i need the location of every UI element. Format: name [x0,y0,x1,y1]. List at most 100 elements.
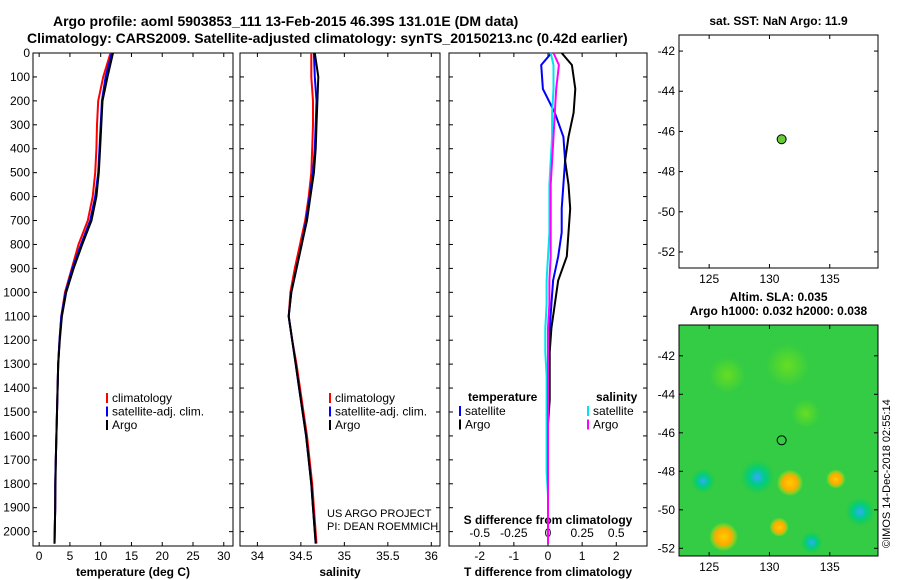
x-tick-label: 35.5 [376,549,400,563]
x2-tick-label: 0.25 [570,526,594,540]
y-tick-label: 200 [10,94,30,108]
y-tick-label: 1700 [3,453,30,467]
sla-anomaly-high [776,469,804,497]
legend-label: Argo [593,418,619,432]
y-tick-label: -48 [658,464,676,478]
sla-anomaly-high [769,517,789,537]
x2-tick-label: 0.5 [608,526,625,540]
sla-anomaly-low [691,468,716,493]
x-tick-label: 0 [36,549,43,563]
y-tick-label: 1200 [3,333,30,347]
legend-label: Argo [465,418,491,432]
y-tick-label: 900 [10,261,30,275]
y-tick-label: 1500 [3,405,30,419]
sla-anomaly-high [709,522,739,552]
x-tick-label: 36 [425,549,439,563]
y-tick-label: 400 [10,142,30,156]
map-frame [678,34,879,269]
x-tick-label: 2 [613,549,620,563]
x-tick-label: 30 [217,549,231,563]
title-line-2: Climatology: CARS2009. Satellite-adjuste… [27,30,628,46]
temperature-panel: 0100200300400500600700800900100011001200… [3,46,234,579]
x-tick-label: 130 [759,272,779,286]
x-axis-label: T difference from climatology [464,565,632,579]
y-tick-label: -44 [658,387,676,401]
salinity-panel: 34 34.5 35 35.5 36 salinity climatologysatelli… [239,52,441,579]
y-tick-label: -52 [658,541,676,555]
credit-line-2: PI: DEAN ROEMMICH [327,521,438,533]
y-tick-label: 2000 [3,525,30,539]
x-tick-label: 125 [699,272,719,286]
y-tick-label: 500 [10,166,30,180]
y-tick-label: -52 [658,245,676,259]
watermark: ©IMOS 14-Dec-2018 02:55:14 [881,399,893,548]
credit-line-1: US ARGO PROJECT [327,508,432,520]
legend-label: climatology [112,391,172,405]
x-tick-label: 34.5 [289,549,313,563]
series-argo [53,52,114,544]
x-tick-label: 125 [699,560,719,574]
y-tick-label: 600 [10,190,30,204]
sla-anomaly-high [826,469,846,489]
x-tick-label: -2 [474,549,485,563]
sla-anomaly-low [800,531,823,554]
plot-frame [239,52,441,547]
y-tick-label: -50 [658,503,676,517]
sla-field [679,325,878,556]
x-tick-label: 130 [759,560,779,574]
y-tick-label: 300 [10,118,30,132]
y-tick-label: -42 [658,349,676,363]
sst-title: sat. SST: NaN Argo: 11.9 [709,14,848,28]
y-tick-label: -44 [658,84,676,98]
y-tick-label: -46 [658,124,676,138]
x-tick-label: 25 [186,549,200,563]
sla-anomaly-mid [709,356,746,394]
y-tick-label: -50 [658,205,676,219]
x-tick-label: 1 [579,549,586,563]
sla-anomaly-low [740,460,775,494]
legend-label: satellite-adj. clim. [112,405,204,419]
y-tick-label: 800 [10,237,30,251]
sla-anomaly-low [845,497,875,527]
sst-map-panel: sat. SST: NaN Argo: 11.9 -42 -44 -46 -48 -50 -… [658,14,879,286]
y-tick-label: 1100 [4,309,30,323]
x-axis-label: salinity [319,565,361,579]
x-tick-label: 15 [125,549,139,563]
x-tick-label: -1 [509,549,520,563]
y-tick-label: 1900 [3,501,30,515]
x-tick-label: 135 [820,560,840,574]
map-frame [678,324,879,557]
y-tick-label: 1000 [3,285,30,299]
x-tick-label: 0 [545,549,552,563]
y-tick-label: 1800 [3,477,30,491]
legend-title-temperature: temperature [468,390,538,404]
y-tick-label: -46 [658,426,676,440]
legend-label: satellite [593,404,634,418]
x-tick-label: 34 [251,549,265,563]
x2-tick-label: -0.25 [500,526,528,540]
argo-position-marker [776,435,787,446]
x-axis-label: temperature (deg C) [76,565,190,579]
legend-label: Argo [335,418,361,432]
sla-title-2: Argo h1000: 0.032 h2000: 0.038 [690,304,868,318]
x-tick-label: 35 [338,549,352,563]
y-tick-label: 700 [10,214,30,228]
title-line-1: Argo profile: aoml 5903853_111 13-Feb-20… [53,13,518,29]
y-tick-label: 1600 [3,429,30,443]
legend-label: Argo [112,418,138,432]
series-salinity-satellite [544,52,555,544]
sla-title-1: Altim. SLA: 0.035 [729,290,827,304]
difference-panel: -2 -1 0 1 2 T difference from climatology -0.5… [448,52,648,579]
y-tick-label: -48 [658,165,676,179]
argo-position-marker [776,134,787,145]
x2-tick-label: -0.5 [469,526,490,540]
y-tick-label: 0 [23,46,30,60]
y-tick-label: 100 [10,70,30,84]
sla-anomaly-mid [791,399,821,429]
legend-label: climatology [335,391,395,405]
legend-title-salinity: salinity [596,390,638,404]
x-tick-label: 5 [67,549,74,563]
x-tick-label: 135 [820,272,840,286]
series-argo [287,52,320,544]
